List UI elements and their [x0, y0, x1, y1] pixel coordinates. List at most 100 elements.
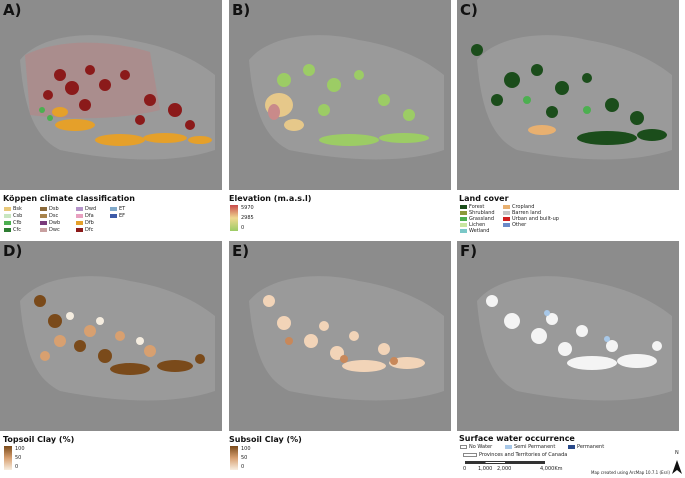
water-legend-item: Semi Permanent	[505, 444, 555, 450]
panel-d-label: D)	[3, 242, 23, 260]
subsoil-min: 0	[241, 464, 245, 470]
koppen-swatch	[40, 220, 47, 225]
landcover-name: Urban and built-up	[512, 216, 559, 222]
topsoil-min: 0	[15, 464, 19, 470]
landcover-legend-item: Grassland	[460, 216, 494, 222]
panel-e-map: E)	[229, 241, 451, 431]
koppen-legend-item: Dwb	[40, 220, 60, 226]
panel-c-map: C)	[457, 0, 679, 190]
koppen-legend-item: Dfb	[76, 220, 94, 226]
panel-c-label: C)	[460, 1, 478, 19]
landcover-swatch	[503, 222, 510, 227]
panel-a-label: A)	[3, 1, 22, 19]
landcover-swatch	[503, 204, 510, 209]
panel-d-map: D)	[0, 241, 222, 431]
water-name: Permanent	[577, 444, 605, 450]
koppen-swatch	[110, 206, 117, 211]
water-name: Semi Permanent	[514, 444, 556, 450]
panel-e-label: E)	[232, 242, 250, 260]
elevation-max: 5970	[241, 205, 254, 211]
koppen-swatch	[4, 213, 11, 218]
landcover-swatch	[460, 210, 467, 215]
landcover-legend-title: Land cover	[459, 194, 509, 203]
boundary-legend-item: Provinces and Territories of Canada	[463, 452, 567, 458]
scale-unit: Km	[554, 466, 563, 472]
landcover-swatch	[460, 204, 467, 209]
koppen-swatch	[76, 206, 83, 211]
koppen-swatch	[76, 213, 83, 218]
landcover-legend-item: Shrubland	[460, 210, 495, 216]
panel-a-map: A)	[0, 0, 222, 190]
koppen-code: Dsc	[49, 213, 59, 219]
panel-f-label: F)	[460, 242, 478, 260]
map-f-svg	[457, 241, 679, 431]
boundary-label: Provinces and Territories of Canada	[479, 452, 568, 458]
water-name: No Water	[469, 444, 493, 450]
scale-tick-3: 4,000Km	[540, 466, 562, 472]
koppen-legend-item: Csb	[4, 213, 22, 219]
landcover-legend-item: Other	[503, 222, 526, 228]
koppen-code: Dsb	[49, 206, 59, 212]
landcover-name: Lichen	[469, 222, 486, 228]
koppen-legend-item: Cfb	[4, 220, 21, 226]
map-c-svg	[457, 0, 679, 190]
koppen-swatch	[76, 220, 83, 225]
subsoil-legend-title: Subsoil Clay (%)	[229, 435, 302, 444]
koppen-legend-title: Köppen climate classification	[3, 194, 135, 203]
koppen-code: Dfb	[85, 220, 94, 226]
landcover-swatch	[503, 216, 510, 221]
water-legend-title: Surface water occurrence	[459, 434, 575, 443]
elevation-mid: 2985	[241, 215, 254, 221]
subsoil-ramp	[230, 446, 238, 470]
topsoil-max: 100	[15, 446, 25, 452]
koppen-swatch	[4, 227, 11, 232]
koppen-legend-item: Dsc	[40, 213, 58, 219]
boundary-swatch	[463, 452, 477, 457]
koppen-code: Bsk	[13, 206, 22, 212]
scale-tick-0: 0	[463, 466, 467, 472]
panel-f-map: F)	[457, 241, 679, 431]
landcover-legend-item: Barren land	[503, 210, 541, 216]
koppen-legend-item: Dfa	[76, 213, 94, 219]
koppen-legend-item: ET	[110, 206, 125, 212]
water-swatch	[505, 444, 512, 449]
scale-tick-2: 2,000	[497, 466, 512, 472]
topsoil-ramp	[4, 446, 12, 470]
koppen-code: Dwb	[49, 220, 61, 226]
koppen-swatch	[40, 227, 47, 232]
map-e-svg	[229, 241, 451, 431]
scale-tick-1: 1,000	[478, 466, 493, 472]
koppen-code: ET	[119, 206, 126, 212]
landcover-legend-item: Lichen	[460, 222, 485, 228]
koppen-swatch	[40, 213, 47, 218]
scale-bar	[465, 461, 545, 464]
topsoil-legend-title: Topsoil Clay (%)	[3, 435, 75, 444]
water-swatch	[568, 444, 575, 449]
landcover-legend-item: Cropland	[503, 204, 534, 210]
koppen-code: Cfb	[13, 220, 22, 226]
landcover-legend-item: Urban and built-up	[503, 216, 559, 222]
map-d-svg	[0, 241, 222, 431]
landcover-legend-item: Forest	[460, 204, 484, 210]
landcover-swatch	[503, 210, 510, 215]
landcover-name: Forest	[469, 204, 485, 210]
panel-b-label: B)	[232, 1, 251, 19]
elevation-ramp	[230, 205, 238, 231]
koppen-legend-item: Dsb	[40, 206, 59, 212]
landcover-legend-item: Wetland	[460, 228, 489, 234]
koppen-code: Dfc	[85, 227, 94, 233]
koppen-code: Dfa	[85, 213, 94, 219]
landcover-swatch	[460, 216, 467, 221]
koppen-swatch	[76, 227, 83, 232]
map-b-svg	[229, 0, 451, 190]
koppen-legend-item: Cfc	[4, 227, 21, 233]
koppen-code: Csb	[13, 213, 23, 219]
water-legend-item: No Water	[460, 444, 492, 450]
koppen-swatch	[4, 206, 11, 211]
landcover-name: Cropland	[512, 204, 535, 210]
subsoil-mid: 50	[241, 455, 248, 461]
landcover-name: Grassland	[469, 216, 494, 222]
landcover-name: Wetland	[469, 228, 490, 234]
scale-tick-3-value: 4,000	[540, 466, 555, 472]
landcover-swatch	[460, 228, 467, 233]
